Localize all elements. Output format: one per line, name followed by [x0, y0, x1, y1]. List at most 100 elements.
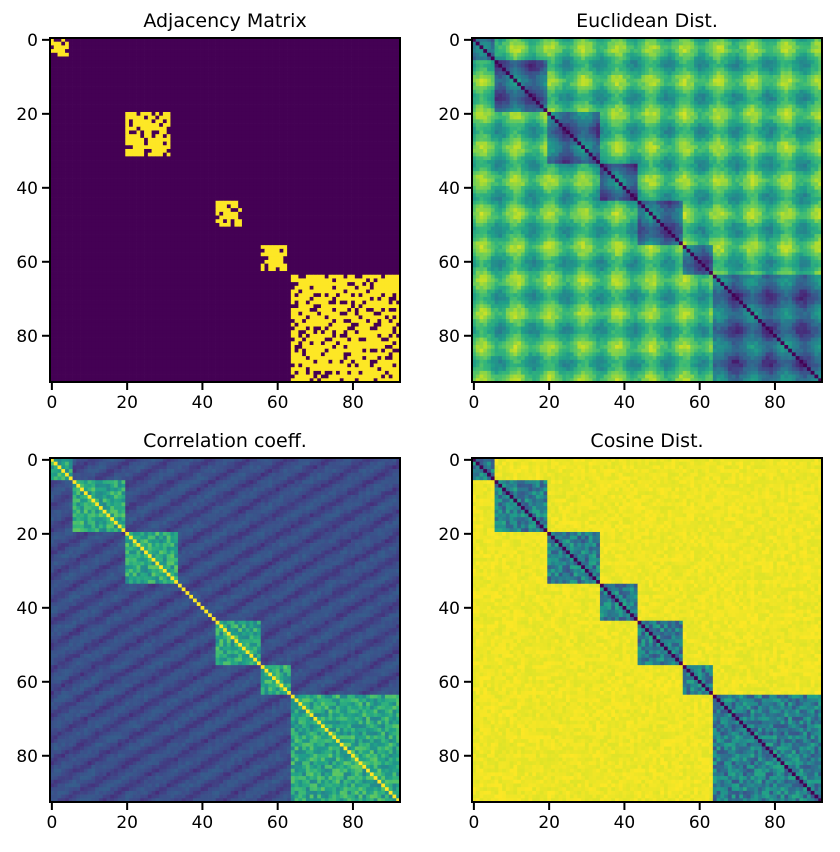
- heatmap-cell: [178, 93, 182, 97]
- heatmap-cell: [317, 164, 321, 168]
- heatmap-cell: [355, 93, 359, 97]
- heatmap-cell: [257, 201, 261, 205]
- heatmap-cell: [242, 64, 246, 68]
- heatmap-cell: [73, 101, 77, 105]
- heatmap-cell: [287, 179, 291, 183]
- heatmap-cell: [313, 204, 317, 208]
- heatmap-cell: [170, 93, 174, 97]
- heatmap-cell: [261, 68, 265, 72]
- heatmap-cell: [69, 90, 73, 94]
- heatmap-cell: [351, 53, 355, 57]
- heatmap-cell: [69, 97, 73, 101]
- heatmap-cell: [223, 160, 227, 164]
- heatmap-cell: [223, 230, 227, 234]
- heatmap-cell: [347, 90, 351, 94]
- heatmap-cell: [392, 145, 396, 149]
- heatmap-cell: [167, 79, 171, 83]
- heatmap-cell: [246, 105, 250, 109]
- heatmap-cell: [223, 234, 227, 238]
- heatmap-cell: [253, 116, 257, 120]
- heatmap-cell: [366, 64, 370, 68]
- heatmap-cell: [80, 130, 84, 134]
- heatmap-cell: [69, 119, 73, 123]
- heatmap-cell: [265, 108, 269, 112]
- heatmap-cell: [317, 153, 321, 157]
- heatmap-cell: [197, 127, 201, 131]
- heatmap-cell: [362, 68, 366, 72]
- heatmap-cell: [189, 182, 193, 186]
- heatmap-cell: [73, 64, 77, 68]
- heatmap-cell: [185, 149, 189, 153]
- heatmap-cell: [118, 160, 122, 164]
- heatmap-cell: [84, 201, 88, 205]
- heatmap-cell: [253, 86, 257, 90]
- heatmap-cell: [216, 208, 220, 212]
- heatmap-cell: [152, 68, 156, 72]
- heatmap-cell: [197, 160, 201, 164]
- heatmap-cell: [389, 53, 393, 57]
- heatmap-cell: [122, 49, 126, 53]
- heatmap-cell: [170, 145, 174, 149]
- heatmap-cell: [174, 227, 178, 231]
- heatmap-cell: [73, 108, 77, 112]
- heatmap-cell: [88, 119, 92, 123]
- heatmap-cell: [201, 68, 205, 72]
- heatmap-cell: [389, 182, 393, 186]
- heatmap-cell: [268, 204, 272, 208]
- heatmap-cell: [61, 167, 65, 171]
- heatmap-cell: [280, 193, 284, 197]
- heatmap-cell: [347, 219, 351, 223]
- heatmap-cell: [246, 90, 250, 94]
- heatmap-cell: [359, 142, 363, 146]
- heatmap-cell: [257, 105, 261, 109]
- heatmap-cell: [265, 112, 269, 116]
- heatmap-cell: [355, 97, 359, 101]
- heatmap-cell: [133, 90, 137, 94]
- heatmap-cell: [223, 138, 227, 142]
- heatmap-cell: [310, 105, 314, 109]
- heatmap-cell: [340, 56, 344, 60]
- heatmap-cell: [88, 216, 92, 220]
- heatmap-cell: [306, 175, 310, 179]
- heatmap-cell: [340, 75, 344, 79]
- heatmap-cell: [133, 227, 137, 231]
- heatmap-cell: [99, 105, 103, 109]
- heatmap-cell: [88, 167, 92, 171]
- heatmap-cell: [122, 197, 126, 201]
- heatmap-cell: [377, 175, 381, 179]
- heatmap-cell: [76, 97, 80, 101]
- heatmap-cell: [110, 134, 114, 138]
- heatmap-cell: [280, 230, 284, 234]
- heatmap-cell: [249, 93, 253, 97]
- heatmap-cell: [58, 138, 62, 142]
- heatmap-cell: [182, 190, 186, 194]
- heatmap-cell: [287, 45, 291, 49]
- heatmap-cell: [306, 149, 310, 153]
- heatmap-cell: [253, 138, 257, 142]
- heatmap-cell: [95, 101, 99, 105]
- heatmap-cell: [366, 75, 370, 79]
- heatmap-cell: [125, 45, 129, 49]
- heatmap-cell: [189, 219, 193, 223]
- heatmap-cell: [385, 208, 389, 212]
- heatmap-cell: [197, 179, 201, 183]
- heatmap-cell: [377, 212, 381, 216]
- heatmap-cell: [99, 156, 103, 160]
- heatmap-cell: [325, 42, 329, 46]
- heatmap-cell: [144, 64, 148, 68]
- heatmap-cell: [392, 190, 396, 194]
- heatmap-cell: [88, 101, 92, 105]
- heatmap-cell: [204, 93, 208, 97]
- heatmap-cell: [257, 223, 261, 227]
- heatmap-cell: [133, 68, 137, 72]
- heatmap-cell: [159, 75, 163, 79]
- heatmap-cell: [370, 105, 374, 109]
- heatmap-cell: [310, 101, 314, 105]
- heatmap-cell: [155, 234, 159, 238]
- heatmap-cell: [208, 160, 212, 164]
- heatmap-cell: [125, 97, 129, 101]
- heatmap-cell: [381, 193, 385, 197]
- heatmap-cell: [95, 212, 99, 216]
- heatmap-cell: [76, 212, 80, 216]
- heatmap-cell: [159, 60, 163, 64]
